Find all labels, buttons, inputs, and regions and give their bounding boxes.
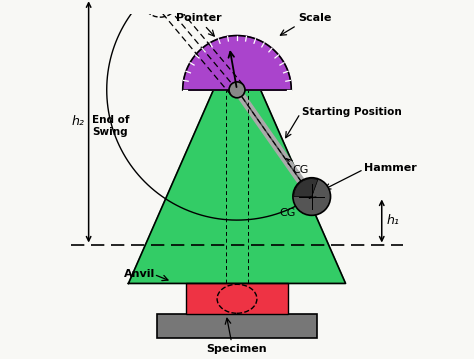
Wedge shape (294, 179, 318, 196)
Text: Specimen: Specimen (207, 344, 267, 354)
Circle shape (293, 178, 330, 215)
Text: Anvil: Anvil (124, 269, 155, 279)
Text: h₁: h₁ (386, 214, 399, 228)
Bar (157, 314, 317, 338)
Text: End of
Swing: End of Swing (91, 115, 129, 137)
Text: CG: CG (279, 208, 295, 218)
Text: Scale: Scale (299, 13, 332, 23)
Text: h₂: h₂ (72, 115, 84, 129)
Polygon shape (182, 36, 292, 90)
Circle shape (229, 82, 245, 98)
Polygon shape (128, 90, 346, 283)
Bar (186, 283, 288, 314)
Text: Pointer: Pointer (176, 13, 222, 23)
Text: Hammer: Hammer (364, 163, 416, 173)
Text: CG: CG (292, 165, 309, 175)
Text: Starting Position: Starting Position (302, 107, 402, 117)
